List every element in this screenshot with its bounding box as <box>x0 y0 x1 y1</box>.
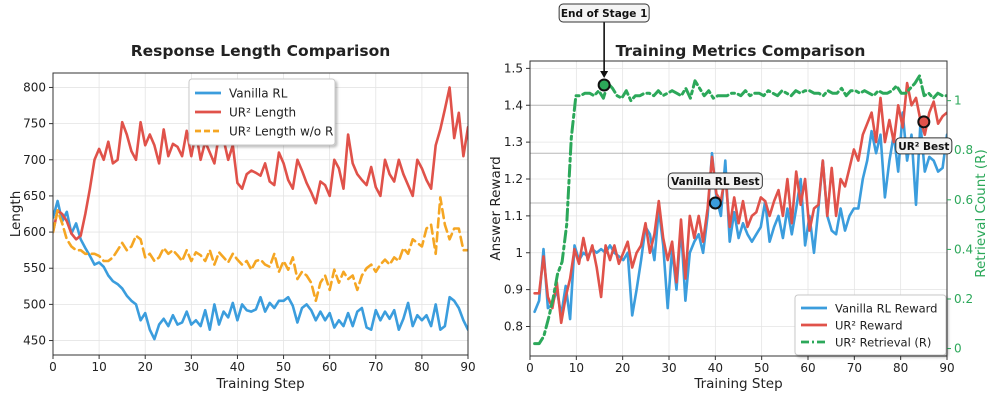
y-tick-label: 650 <box>23 189 46 203</box>
y-tick-label: 1.2 <box>504 172 523 186</box>
axes-frame-left <box>52 72 469 356</box>
x-tick-label: 60 <box>322 360 337 374</box>
legend-box <box>794 294 947 356</box>
annotation-box <box>558 3 650 23</box>
annotation-box <box>895 137 953 155</box>
y-tick-label: 800 <box>23 80 46 94</box>
x-tick-label: 20 <box>615 361 630 375</box>
y-right-tick-label: 0.6 <box>954 193 973 207</box>
legend-label: Vanilla RL Reward <box>835 302 937 316</box>
x-tick-label: 50 <box>276 360 291 374</box>
legend-right: Vanilla RL Reward UR² Reward UR² Retrieval… <box>794 294 947 356</box>
y-tick-label: 500 <box>23 297 46 311</box>
x-tick-label: 30 <box>184 360 199 374</box>
y-tick-label: 750 <box>23 117 46 131</box>
x-tick-label: 60 <box>800 361 815 375</box>
series-line-vanilla-rl-reward <box>533 111 947 321</box>
x-tick-label: 0 <box>49 360 57 374</box>
ticks-right: 0 10 20 30 40 50 60 70 80 900.80.911.11.21.31.41.… <box>504 61 973 375</box>
x-tick-label: 40 <box>708 361 723 375</box>
x-tick-label: 90 <box>460 360 475 374</box>
annotations: End of Stage 1 Vanilla RL Best UR² Best <box>558 3 953 210</box>
y-right-axis-label: Retrieval Count (R) <box>973 149 989 278</box>
y-axis-label: Length <box>8 191 24 238</box>
y-tick-label: 1.1 <box>504 209 523 223</box>
x-axis-label: Training Step <box>693 376 782 392</box>
x-tick-label: 10 <box>569 361 584 375</box>
y-axis-label: Answer Reward <box>488 156 504 260</box>
x-axis-label: Training Step <box>215 376 304 392</box>
x-tick-label: 90 <box>939 361 954 375</box>
axes-frame-right <box>529 60 948 357</box>
y-tick-label: 1.3 <box>504 135 523 149</box>
x-tick-label: 10 <box>91 360 106 374</box>
y-right-tick-label: 0.4 <box>954 242 973 256</box>
marker-point <box>708 196 722 210</box>
x-tick-label: 50 <box>754 361 769 375</box>
y-right-tick-label: 0 <box>954 342 962 356</box>
series-group-right <box>533 74 947 346</box>
legend-box <box>188 78 336 146</box>
chart-title: Response Length Comparison <box>131 42 391 60</box>
y-tick-label: 0.9 <box>504 283 523 297</box>
annotation-label-end-of-stage-1: End of Stage 1 <box>561 8 648 20</box>
x-tick-label: 80 <box>414 360 429 374</box>
series-group-left <box>53 86 468 341</box>
y-tick-label: 450 <box>23 334 46 348</box>
annotation-label-ur2-best: UR² Best <box>898 141 949 153</box>
legend-label: UR² Length <box>229 106 296 120</box>
legend-label: Vanilla RL <box>229 87 288 101</box>
x-tick-label: 70 <box>368 360 383 374</box>
chart-title: Training Metrics Comparison <box>616 42 866 60</box>
legend-label: UR² Retrieval (R) <box>835 336 931 350</box>
x-tick-label: 40 <box>230 360 245 374</box>
response-length-chart: 0 10 20 30 40 50 60 70 80 90 450 500 550 600 650 700 750… <box>8 42 476 392</box>
series-line-ur-retrieval-r- <box>533 74 947 346</box>
annotation-box <box>667 172 763 190</box>
series-line-ur-reward <box>533 81 947 325</box>
y-right-tick-label: 0.2 <box>954 292 973 306</box>
ticks-left: 0 10 20 30 40 50 60 70 80 90 450 500 550 600 650 700 750… <box>23 80 476 374</box>
y-tick-label: 700 <box>23 153 46 167</box>
x-tick-label: 80 <box>893 361 908 375</box>
y-tick-label: 1.5 <box>504 61 523 75</box>
y-tick-label: 0.8 <box>504 320 523 334</box>
y-tick-label: 550 <box>23 261 46 275</box>
y-right-tick-label: 1 <box>954 94 962 108</box>
training-metrics-chart: 0 10 20 30 40 50 60 70 80 900.80.911.11.21.31.41.… <box>488 3 989 392</box>
legend-label: UR² Reward <box>835 319 903 333</box>
series-line-vanilla-rl <box>53 199 468 341</box>
y-tick-label: 1 <box>515 246 523 260</box>
x-tick-label: 0 <box>526 361 534 375</box>
annotation-arrow-head <box>600 70 609 78</box>
legend-left: Vanilla RL UR² Length UR² Length w/o R <box>188 78 336 146</box>
legend-label: UR² Length w/o R <box>229 125 333 139</box>
series-line-ur-length <box>53 86 468 241</box>
y-tick-label: 600 <box>23 225 46 239</box>
annotation-label-vanilla-best: Vanilla RL Best <box>671 176 759 188</box>
marker-point <box>917 115 931 129</box>
x-tick-label: 20 <box>138 360 153 374</box>
marker-point <box>597 78 611 92</box>
y-right-tick-label: 0.8 <box>954 143 973 157</box>
y-tick-label: 1.4 <box>504 98 523 112</box>
x-tick-label: 30 <box>661 361 676 375</box>
series-line-ur-length-w-o-r <box>53 196 468 303</box>
x-tick-label: 70 <box>847 361 862 375</box>
